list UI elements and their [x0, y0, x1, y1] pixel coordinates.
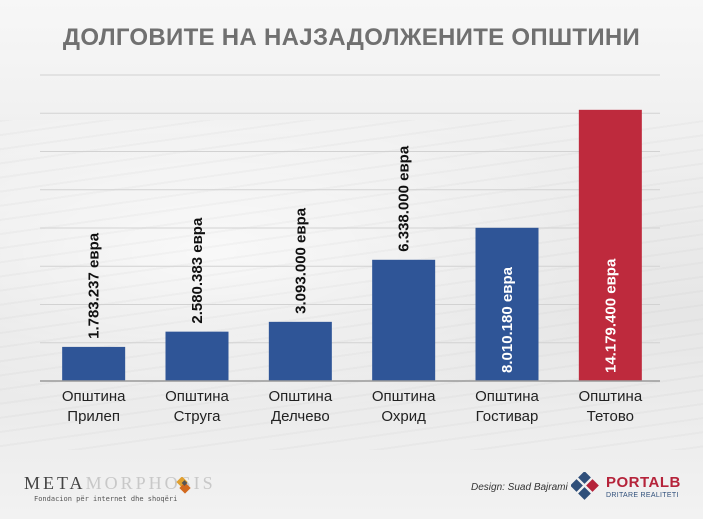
design-credit: Design: Suad Bajrami [471, 482, 568, 493]
category-label-4-line-1: Општина [372, 388, 436, 405]
bar-4 [372, 259, 436, 381]
metamorphosis-mark-icon [176, 477, 191, 494]
bar-5 [475, 227, 539, 381]
data-label-5: 8.010.180 евра [499, 266, 516, 373]
data-label-4: 6.338.000 евра [396, 145, 413, 252]
category-label-5-line-2: Гостивар [476, 408, 539, 425]
portalb-logo: PORTALB DRITARE REALITETI [570, 471, 680, 502]
bar-3 [268, 321, 332, 381]
category-label-3-line-2: Делчево [271, 408, 330, 425]
data-label-1: 1.783.237 евра [86, 232, 103, 339]
bar-1 [62, 346, 126, 381]
portalb-tagline: DRITARE REALITETI [606, 492, 679, 499]
category-label-2-line-2: Струга [174, 408, 222, 425]
portalb-name: PORTALB [606, 474, 681, 491]
category-label-4-line-2: Охрид [381, 408, 426, 425]
category-label-1-line-1: Општина [62, 388, 126, 405]
chart-title: ДОЛГОВИТЕ НА НАЈЗАДОЛЖЕНИТЕ ОПШТИНИ [62, 24, 641, 51]
category-label-6-line-2: Тетово [587, 408, 634, 425]
category-label-1-line-2: Прилеп [67, 408, 120, 425]
bar-6 [578, 109, 642, 382]
logo-meta-light: MORPHOSIS [85, 473, 216, 493]
category-label-2-line-1: Општина [165, 388, 229, 405]
metamorphosis-subtitle: Fondacion për internet dhe shoqëri [34, 495, 178, 503]
logo-meta-dark: META [24, 473, 86, 493]
data-label-3: 3.093.000 евра [292, 207, 309, 314]
data-label-6: 14.179.400 евра [602, 258, 619, 373]
category-label-6-line-1: Општина [578, 388, 642, 405]
category-label-3-line-1: Општина [268, 388, 332, 405]
bar-2 [165, 331, 229, 381]
data-label-2: 2.580.383 евра [189, 217, 206, 324]
portalb-mark-icon [570, 471, 599, 500]
category-label-5-line-1: Општина [475, 388, 539, 405]
